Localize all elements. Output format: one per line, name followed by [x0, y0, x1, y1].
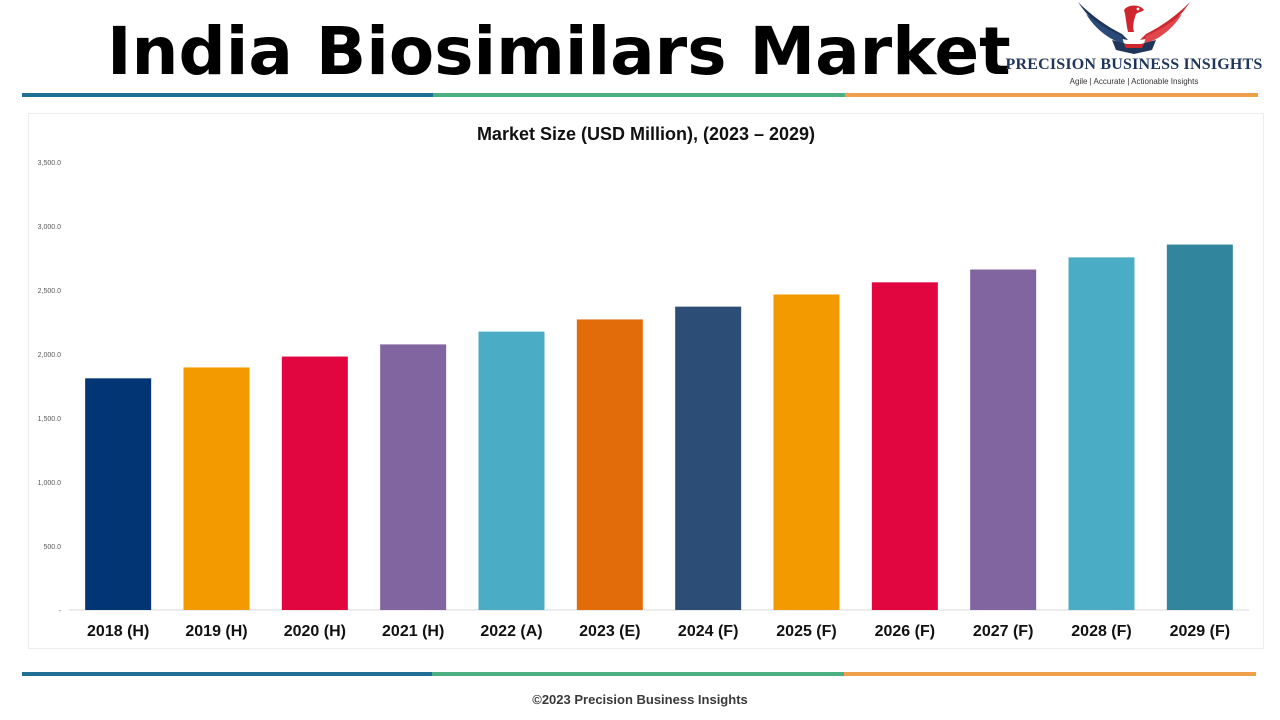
x-tick-label: 2020 (H)	[284, 623, 346, 640]
x-tick-label: 2019 (H)	[185, 623, 247, 640]
x-tick-label: 2024 (F)	[678, 623, 738, 640]
x-tick-label: 2025 (F)	[776, 623, 836, 640]
bar	[85, 378, 152, 610]
company-logo: PRECISION BUSINESS INSIGHTS Agile | Accu…	[992, 0, 1276, 92]
eagle-handshake-icon	[1078, 2, 1190, 54]
bar	[380, 344, 447, 610]
x-tick-label: 2021 (H)	[382, 623, 444, 640]
x-tick-label: 2022 (A)	[480, 623, 542, 640]
bar	[1166, 244, 1233, 610]
bar	[183, 367, 250, 610]
bottom-divider	[22, 672, 1256, 676]
bar	[281, 356, 348, 610]
logo-tagline: Agile | Accurate | Actionable Insights	[1069, 77, 1199, 86]
x-tick-label: 2023 (E)	[579, 623, 640, 640]
y-tick-label: 3,500.0	[38, 160, 61, 167]
x-tick-label: 2028 (F)	[1071, 623, 1131, 640]
bar	[1068, 257, 1135, 610]
bar-chart: - 500.0 1,000.0 1,500.0 2,000.0 2,500.0 3,000.…	[38, 160, 1249, 640]
bottom-divider-orange	[844, 672, 1256, 676]
y-tick-label: 1,000.0	[38, 480, 61, 487]
chart-title: Market Size (USD Million), (2023 – 2029)	[476, 124, 816, 144]
footer-copyright: ©2023 Precision Business Insights	[532, 692, 748, 707]
bar	[871, 282, 938, 610]
top-divider	[22, 93, 1258, 97]
y-tick-label: 2,000.0	[38, 352, 61, 359]
bottom-divider-blue	[22, 672, 432, 676]
bar	[576, 319, 643, 610]
y-tick-label: 3,000.0	[38, 224, 61, 231]
page-title: India Biosimilars Market	[107, 13, 1011, 90]
x-tick-label: 2029 (F)	[1170, 623, 1230, 640]
x-tick-label: 2026 (F)	[875, 623, 935, 640]
y-tick-label: 2,500.0	[38, 288, 61, 295]
bar	[478, 331, 545, 610]
y-tick-label: 500.0	[43, 544, 61, 551]
top-divider-orange	[845, 93, 1258, 97]
bar	[773, 294, 840, 610]
logo-name: PRECISION BUSINESS INSIGHTS	[1005, 56, 1263, 73]
chart-panel: Market Size (USD Million), (2023 – 2029)…	[28, 113, 1264, 649]
x-tick-label: 2018 (H)	[87, 623, 149, 640]
bottom-divider-green	[432, 672, 844, 676]
top-divider-blue	[22, 93, 433, 97]
y-tick-label: 1,500.0	[38, 416, 61, 423]
y-tick-label: -	[59, 608, 62, 615]
top-divider-green	[433, 93, 845, 97]
bar	[970, 269, 1037, 610]
x-tick-label: 2027 (F)	[973, 623, 1033, 640]
bar	[675, 306, 742, 610]
